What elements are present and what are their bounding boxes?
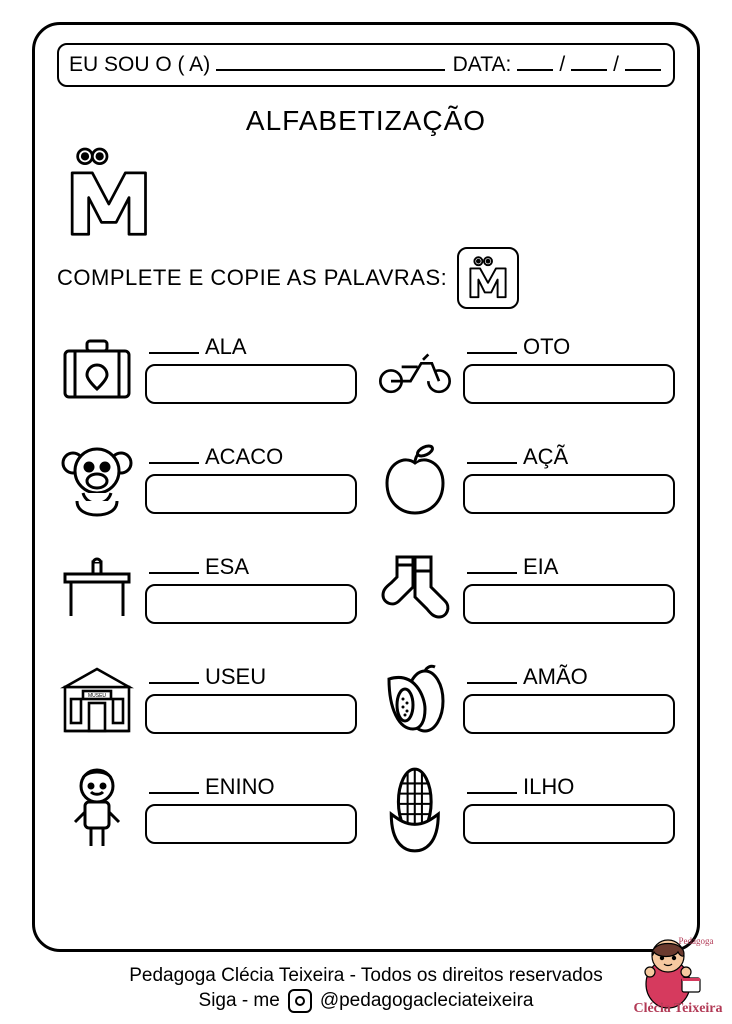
featured-letter-illustration [63, 143, 675, 243]
date-label: DATA: [453, 53, 512, 77]
word-suffix: USEU [205, 664, 266, 690]
copy-box[interactable] [145, 694, 357, 734]
logo-toptext: Pedagoga [679, 936, 714, 946]
copy-box[interactable] [463, 364, 675, 404]
exercise-item: EIA [375, 543, 675, 635]
exercise-item: ILHO [375, 763, 675, 855]
copy-box[interactable] [145, 364, 357, 404]
student-header: EU SOU O ( A) DATA: / / [57, 43, 675, 87]
page-footer: Pedagoga Clécia Teixeira - Todos os dire… [0, 963, 732, 1014]
date-month-blank[interactable] [571, 51, 607, 71]
letter-blank[interactable] [149, 558, 199, 574]
copy-box[interactable] [145, 804, 357, 844]
instruction-text: COMPLETE E COPIE AS PALAVRAS: [57, 265, 447, 291]
instruction-row: COMPLETE E COPIE AS PALAVRAS: [57, 247, 675, 309]
word-suffix: ACACO [205, 444, 283, 470]
letter-blank[interactable] [467, 448, 517, 464]
name-label: EU SOU O ( A) [69, 53, 210, 77]
instagram-icon [288, 989, 312, 1013]
svg-text:MUSEU: MUSEU [88, 693, 106, 699]
exercise-item: OTO [375, 323, 675, 415]
letter-blank[interactable] [467, 778, 517, 794]
date-day-blank[interactable] [517, 51, 553, 71]
word-suffix: ESA [205, 554, 249, 580]
boy-icon [57, 763, 137, 855]
copy-box[interactable] [145, 474, 357, 514]
author-logo: Pedagoga Clécia Teixeira [626, 926, 726, 1016]
table-icon [57, 543, 137, 635]
apple-icon [375, 433, 455, 525]
exercise-item: MUSEU USEU [57, 653, 357, 745]
exercise-item: ALA [57, 323, 357, 415]
exercise-item: ESA [57, 543, 357, 635]
letter-blank[interactable] [149, 668, 199, 684]
museum-icon: MUSEU [57, 653, 137, 745]
copy-box[interactable] [463, 584, 675, 624]
letter-blank[interactable] [149, 448, 199, 464]
copy-box[interactable] [463, 474, 675, 514]
word-suffix: AÇÃ [523, 444, 568, 470]
word-suffix: AMÃO [523, 664, 588, 690]
exercise-item: ACACO [57, 433, 357, 525]
suitcase-icon [57, 323, 137, 415]
copy-box[interactable] [463, 804, 675, 844]
worksheet-title: ALFABETIZAÇÃO [57, 105, 675, 137]
exercise-item: AMÃO [375, 653, 675, 745]
logo-maintext: Clécia Teixeira [633, 1001, 722, 1016]
word-suffix: ILHO [523, 774, 574, 800]
word-suffix: OTO [523, 334, 570, 360]
word-suffix: EIA [523, 554, 558, 580]
footer-handle: @pedagogacleciateixeira [320, 988, 534, 1014]
socks-icon [375, 543, 455, 635]
name-blank-line[interactable] [216, 51, 444, 71]
letter-blank[interactable] [149, 778, 199, 794]
copy-box[interactable] [463, 694, 675, 734]
letter-hint-box [457, 247, 519, 309]
letter-blank[interactable] [467, 668, 517, 684]
monkey-icon [57, 433, 137, 525]
letter-blank[interactable] [149, 338, 199, 354]
corn-icon [375, 763, 455, 855]
exercise-grid: ALA OTO ACACO [57, 323, 675, 855]
footer-follow: Siga - me [199, 988, 280, 1014]
exercise-item: ENINO [57, 763, 357, 855]
motorcycle-icon [375, 323, 455, 415]
word-suffix: ALA [205, 334, 247, 360]
worksheet-frame: EU SOU O ( A) DATA: / / ALFABETIZAÇÃO CO… [32, 22, 700, 952]
copy-box[interactable] [145, 584, 357, 624]
date-year-blank[interactable] [625, 51, 661, 71]
exercise-item: AÇÃ [375, 433, 675, 525]
word-suffix: ENINO [205, 774, 275, 800]
letter-blank[interactable] [467, 558, 517, 574]
letter-blank[interactable] [467, 338, 517, 354]
footer-credit: Pedagoga Clécia Teixeira - Todos os dire… [0, 963, 732, 989]
papaya-icon [375, 653, 455, 745]
